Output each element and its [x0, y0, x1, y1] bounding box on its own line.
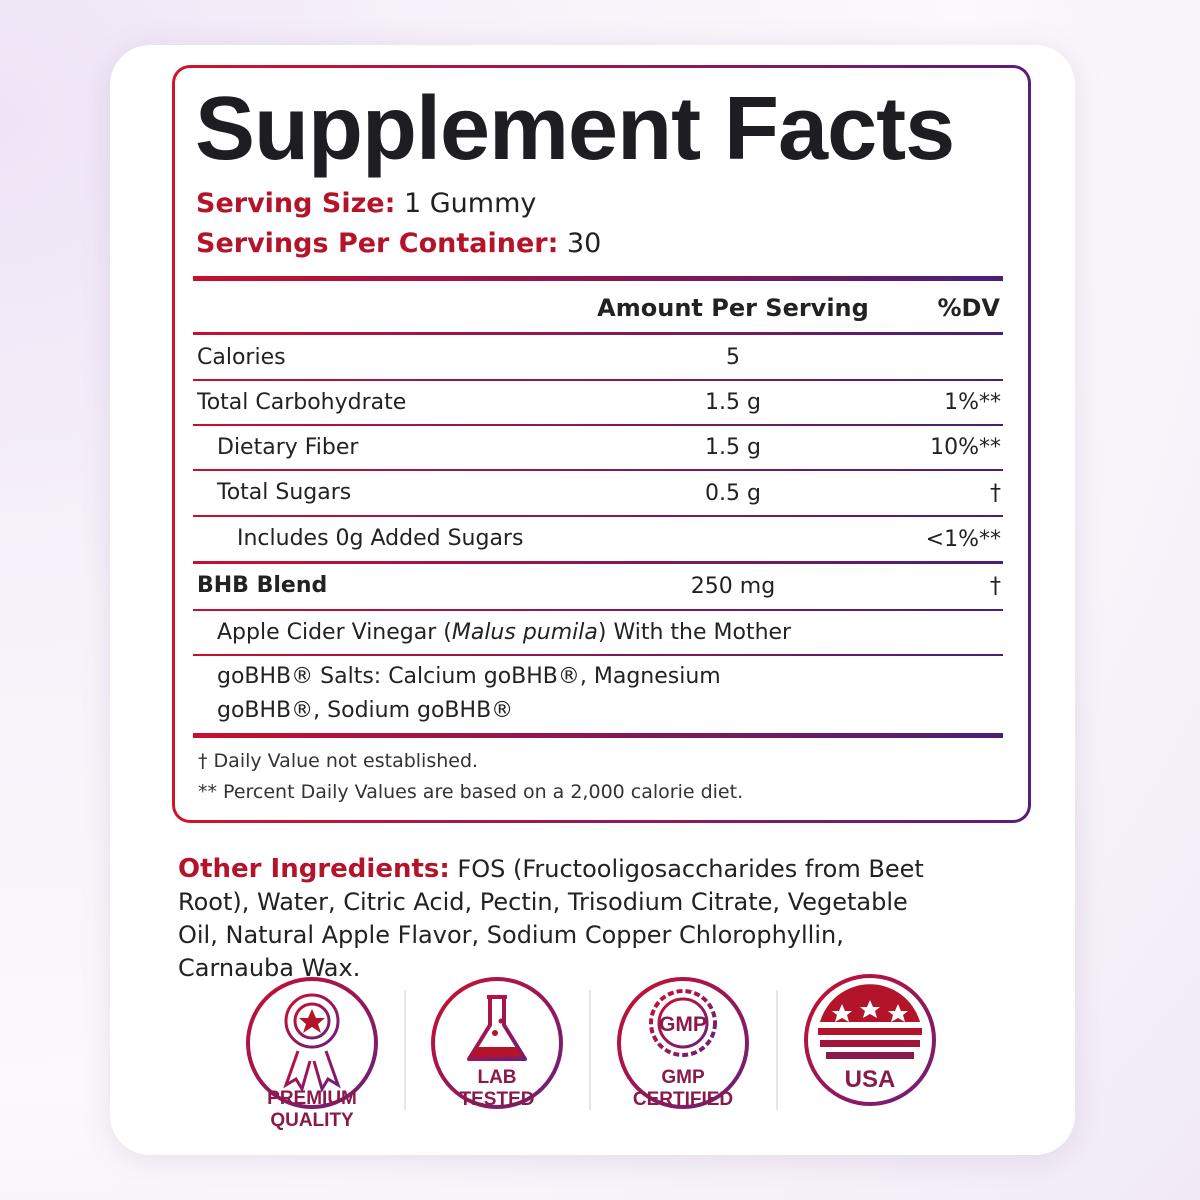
rule — [193, 515, 1003, 517]
table-row: Dietary Fiber 1.5 g 10%** — [193, 425, 1003, 470]
row-dv: † — [990, 573, 1001, 599]
label: Servings Per Container: — [196, 228, 559, 259]
table-row: Calories 5 — [193, 335, 1003, 380]
row-name: Total Sugars — [217, 470, 757, 516]
row-name: Calories — [197, 335, 757, 380]
row-name: Dietary Fiber — [217, 425, 757, 470]
name-text: goBHB® Salts: Calcium goBHB®, Magnesium … — [217, 664, 721, 723]
footnote: ** Percent Daily Values are based on a 2… — [198, 781, 744, 803]
table-row: Apple Cider Vinegar (Malus pumila) With … — [193, 610, 1003, 655]
table-row: Includes 0g Added Sugars <1%** — [193, 516, 1003, 562]
value: 1 Gummy — [404, 188, 537, 219]
row-name: Apple Cider Vinegar (Malus pumila) With … — [217, 610, 791, 655]
table-row: goBHB® Salts: Calcium goBHB®, Magnesium … — [193, 655, 1003, 733]
rule — [193, 379, 1003, 381]
name-text: Dietary Fiber — [217, 434, 359, 460]
amount-header: Amount Per Serving — [597, 294, 869, 322]
row-name: BHB Blend — [197, 562, 757, 610]
rule — [193, 469, 1003, 471]
name-text: Total Carbohydrate — [197, 389, 407, 415]
badge: LAB TESTED — [431, 977, 563, 1110]
row-dv: † — [990, 480, 1001, 506]
badge: USA — [804, 974, 936, 1106]
title: Supplement Facts — [195, 79, 955, 179]
name-text: Calories — [197, 344, 286, 370]
badge: PREMIUM QUALITY — [246, 977, 378, 1131]
row-amount: 1.5 g — [705, 390, 761, 415]
badge-label: CERTIFIED — [633, 1089, 733, 1110]
badge: GMP GMP CERTIFIED — [617, 977, 749, 1110]
row-name: Total Carbohydrate — [197, 380, 757, 425]
name-part: Malus pumila — [451, 619, 598, 645]
seal-text: GMP — [659, 1013, 707, 1036]
rule — [193, 733, 1003, 738]
row-amount: 5 — [726, 345, 740, 370]
rule — [193, 609, 1003, 611]
label: Serving Size: — [196, 188, 396, 219]
other-ingredients: Other Ingredients: FOS (Fructooligosacch… — [178, 853, 938, 985]
badge-label: GMP — [661, 1067, 705, 1088]
badge-label: TESTED — [460, 1089, 535, 1110]
separators — [404, 990, 778, 1110]
name-text: Total Sugars — [217, 480, 352, 505]
badge-label: PREMIUM — [267, 1088, 357, 1109]
table-row: Total Carbohydrate 1.5 g 1%** — [193, 380, 1003, 425]
row-amount: 250 mg — [690, 573, 776, 599]
row-dv: <1%** — [925, 526, 1001, 552]
dv-header: %DV — [937, 294, 1000, 322]
row-amount: 1.5 g — [705, 435, 761, 460]
rule — [193, 332, 1003, 335]
table-row: BHB Blend 250 mg † — [193, 562, 1003, 610]
badges: PREMIUM QUALITY LAB TESTED GMP GMP CERTI… — [246, 974, 936, 1131]
value: 30 — [566, 228, 602, 259]
name-part: ) With the Mother — [597, 619, 792, 645]
text: FOS (Fructooligosaccharides from Beet Ro… — [178, 855, 924, 982]
name-text: Includes 0g Added Sugars — [237, 526, 524, 551]
badge-label: USA — [845, 1066, 896, 1093]
footnote: † Daily Value not established. — [198, 750, 479, 772]
amount-header-text: Amount Per Serving — [597, 294, 869, 322]
name-text: BHB Blend — [197, 573, 328, 598]
rule — [193, 561, 1003, 564]
servings-per-container: Servings Per Container: 30 — [196, 228, 601, 259]
row-amount: 0.5 g — [705, 480, 761, 506]
row-dv: 1%** — [944, 390, 1001, 415]
badge-label: LAB — [477, 1067, 516, 1088]
name-part: Apple Cider Vinegar ( — [217, 619, 452, 645]
row-name: goBHB® Salts: Calcium goBHB®, Magnesium … — [217, 655, 757, 733]
row-name: Includes 0g Added Sugars — [237, 516, 757, 562]
rule — [193, 424, 1003, 426]
table-row: Total Sugars 0.5 g † — [193, 470, 1003, 516]
rule — [193, 654, 1003, 656]
badge-label: QUALITY — [270, 1110, 354, 1131]
rule — [193, 276, 1003, 281]
label: Other Ingredients: — [178, 854, 450, 884]
serving-size: Serving Size: 1 Gummy — [196, 188, 536, 219]
facts-frame — [172, 65, 1031, 823]
row-dv: 10%** — [930, 435, 1001, 460]
